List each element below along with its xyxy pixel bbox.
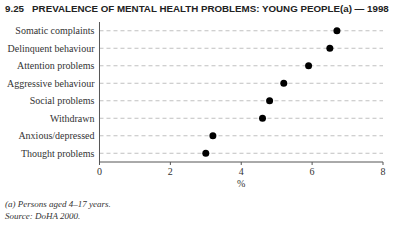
category-label: Somatic complaints — [15, 25, 94, 36]
guide-line — [99, 83, 383, 84]
guide-lines — [99, 31, 383, 154]
dot — [209, 132, 216, 139]
marks — [202, 27, 340, 157]
dot — [266, 97, 273, 104]
category-label: Attention problems — [17, 60, 95, 71]
chart: 9.25 PREVALENCE OF MENTAL HEALTH PROBLEM… — [0, 0, 397, 227]
category-label: Delinquent behaviour — [8, 43, 96, 54]
x-tick-label: 8 — [381, 166, 386, 177]
x-tick-label: 0 — [97, 166, 102, 177]
x-tick — [383, 162, 384, 165]
dot — [326, 45, 333, 52]
x-tick-label: 6 — [310, 166, 315, 177]
x-tick-label: 2 — [168, 166, 173, 177]
category-label: Thought problems — [21, 148, 95, 159]
dot — [333, 27, 340, 34]
x-tick — [312, 162, 313, 165]
x-axis-label: % — [237, 178, 245, 189]
guide-line — [99, 48, 383, 49]
x-tick-label: 4 — [239, 166, 244, 177]
guide-line — [99, 30, 383, 31]
dot — [202, 150, 209, 157]
footnote: Source: DoHA 2000. — [5, 211, 80, 221]
guide-line — [99, 100, 383, 101]
category-label: Aggressive behaviour — [7, 78, 95, 89]
x-tick — [170, 162, 171, 165]
x-ticks: 0 2 4 6 8 — [97, 162, 386, 177]
x-tick — [99, 162, 100, 165]
guide-line — [99, 135, 383, 136]
category-label: Withdrawn — [50, 113, 95, 124]
category-label: Anxious/depressed — [18, 130, 94, 141]
x-tick — [241, 162, 242, 165]
title: 9.25 PREVALENCE OF MENTAL HEALTH PROBLEM… — [5, 3, 389, 14]
dot — [305, 62, 312, 69]
category-label: Social problems — [30, 95, 95, 106]
dot — [259, 115, 266, 122]
guide-line — [99, 65, 383, 66]
y-axis-line — [99, 22, 100, 162]
footnote: (a) Persons aged 4–17 years. — [5, 199, 111, 209]
dot — [280, 80, 287, 87]
guide-line — [99, 153, 383, 154]
guide-line — [99, 118, 383, 119]
